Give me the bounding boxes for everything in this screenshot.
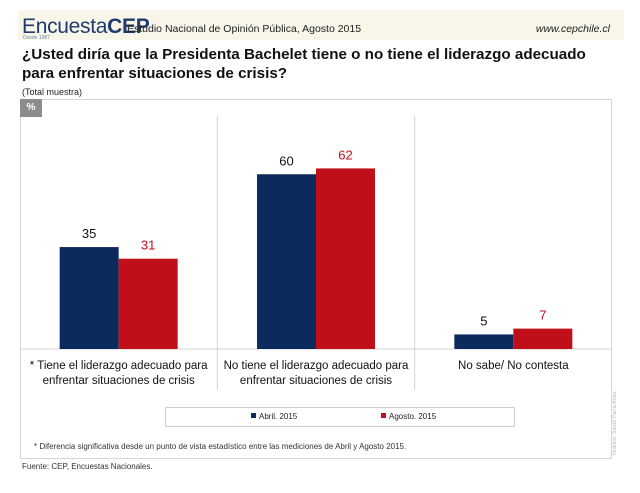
category-label: * Tiene el liderazgo adecuado para [30,360,208,372]
bar [59,247,119,349]
question-title: ¿Usted diría que la Presidenta Bachelet … [22,46,586,82]
footnote: * Diferencia significativa desde un punt… [34,442,407,451]
data-label: 5 [480,313,487,328]
header-band [18,10,624,40]
legend-swatch-abril [251,413,256,418]
data-label: 31 [141,238,155,253]
legend-item-abril: Abril. 2015 [251,412,297,421]
cep-logo: EncuestaCEP [22,15,150,39]
data-label: 35 [82,226,96,241]
category-label: enfrentar situaciones de crisis [43,375,195,387]
chart-frame [20,99,612,459]
logo-since: Desde 1987 [23,35,50,41]
bar [316,168,375,349]
data-label: 62 [338,147,352,162]
site-url: www.cepchile.cl [535,23,610,35]
legend-item-agosto: Agosto. 2015 [381,412,436,421]
bar [513,328,573,349]
source-note: Fuente: CEP, Encuestas Nacionales. [22,462,153,471]
sample-note: (Total muestra) [22,87,83,97]
bar [118,258,178,349]
legend-label-abril: Abril. 2015 [259,412,298,421]
unit-badge: % [20,99,42,117]
category-label: No sabe/ No contesta [458,360,569,372]
bar [257,174,316,349]
bar [454,334,514,349]
category-label: No tiene el liderazgo adecuado para [224,360,409,372]
legend-label-agosto: Agosto. 2015 [389,412,437,421]
logo-bold: CEP [107,15,150,38]
legend-swatch-agosto [381,413,386,418]
logo-light: Encuesta [22,15,108,38]
chart-credit: Gráfico: Sandi Parra Arias [612,391,618,455]
legend: Abril. 2015 Agosto. 2015 [165,407,515,427]
study-title: Estudio Nacional de Opinión Pública, Ago… [127,23,362,35]
data-label: 7 [539,308,546,323]
category-label: enfrentar situaciones de crisis [240,375,392,387]
data-label: 60 [279,153,293,168]
